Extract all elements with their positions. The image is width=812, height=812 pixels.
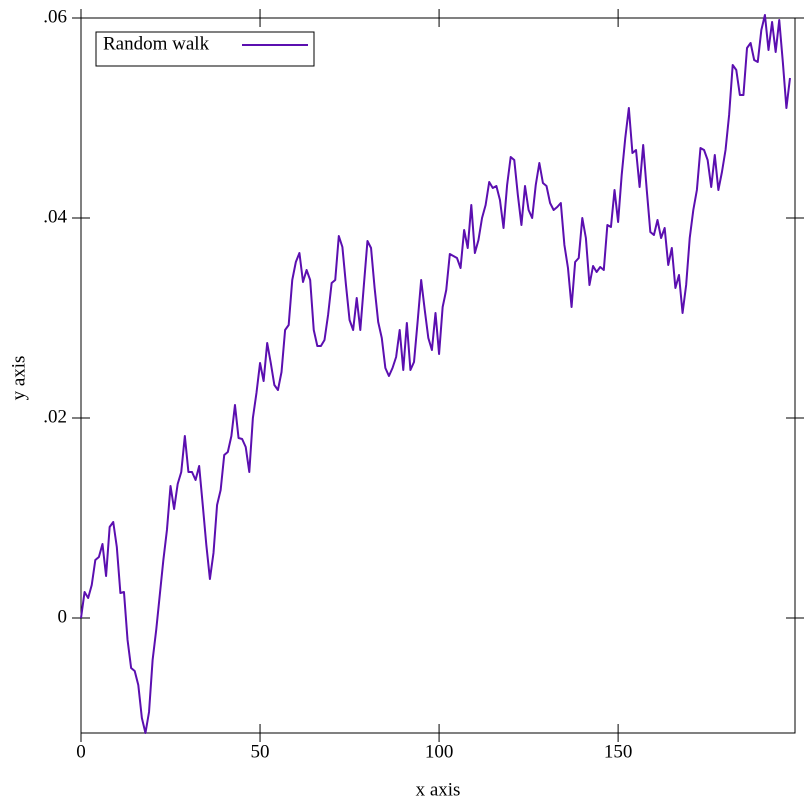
data-line <box>80 14 791 734</box>
legend-label: Random walk <box>103 33 210 54</box>
y-tick-label: .02 <box>43 406 67 427</box>
y-tick-label: .04 <box>43 206 67 227</box>
x-tick-label: 0 <box>76 741 86 762</box>
y-tick-label: 0 <box>58 606 68 627</box>
plot-frame <box>80 17 796 734</box>
x-tick-label: 100 <box>425 741 454 762</box>
y-tick-label: .06 <box>43 6 67 27</box>
x-tick-label: 50 <box>251 741 270 762</box>
legend-box <box>95 31 315 67</box>
y-axis-label: y axis <box>8 356 29 401</box>
x-tick-label: 150 <box>604 741 633 762</box>
x-axis-label: x axis <box>416 779 461 800</box>
